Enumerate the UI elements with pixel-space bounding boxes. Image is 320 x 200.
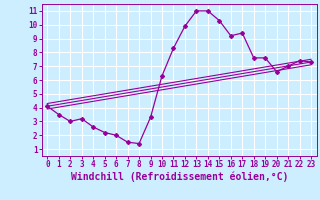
- X-axis label: Windchill (Refroidissement éolien,°C): Windchill (Refroidissement éolien,°C): [70, 172, 288, 182]
